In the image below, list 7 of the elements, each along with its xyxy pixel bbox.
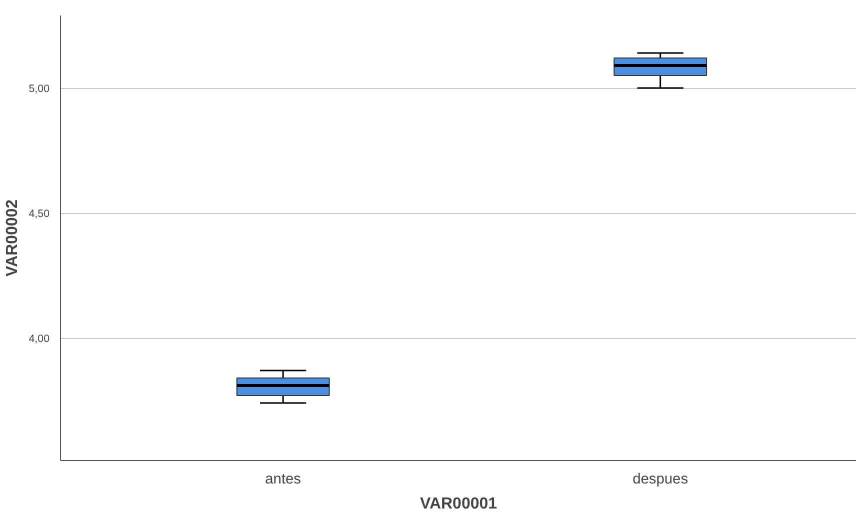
x-axis-title: VAR00001 (420, 496, 498, 512)
x-tick-label: despues (632, 472, 688, 488)
y-tick-label: 4,50 (28, 208, 50, 220)
y-tick-label: 4,00 (28, 333, 50, 345)
x-tick-label: antes (265, 472, 302, 488)
y-tick-label: 5,00 (28, 83, 50, 95)
y-axis-title: VAR00002 (4, 199, 21, 277)
